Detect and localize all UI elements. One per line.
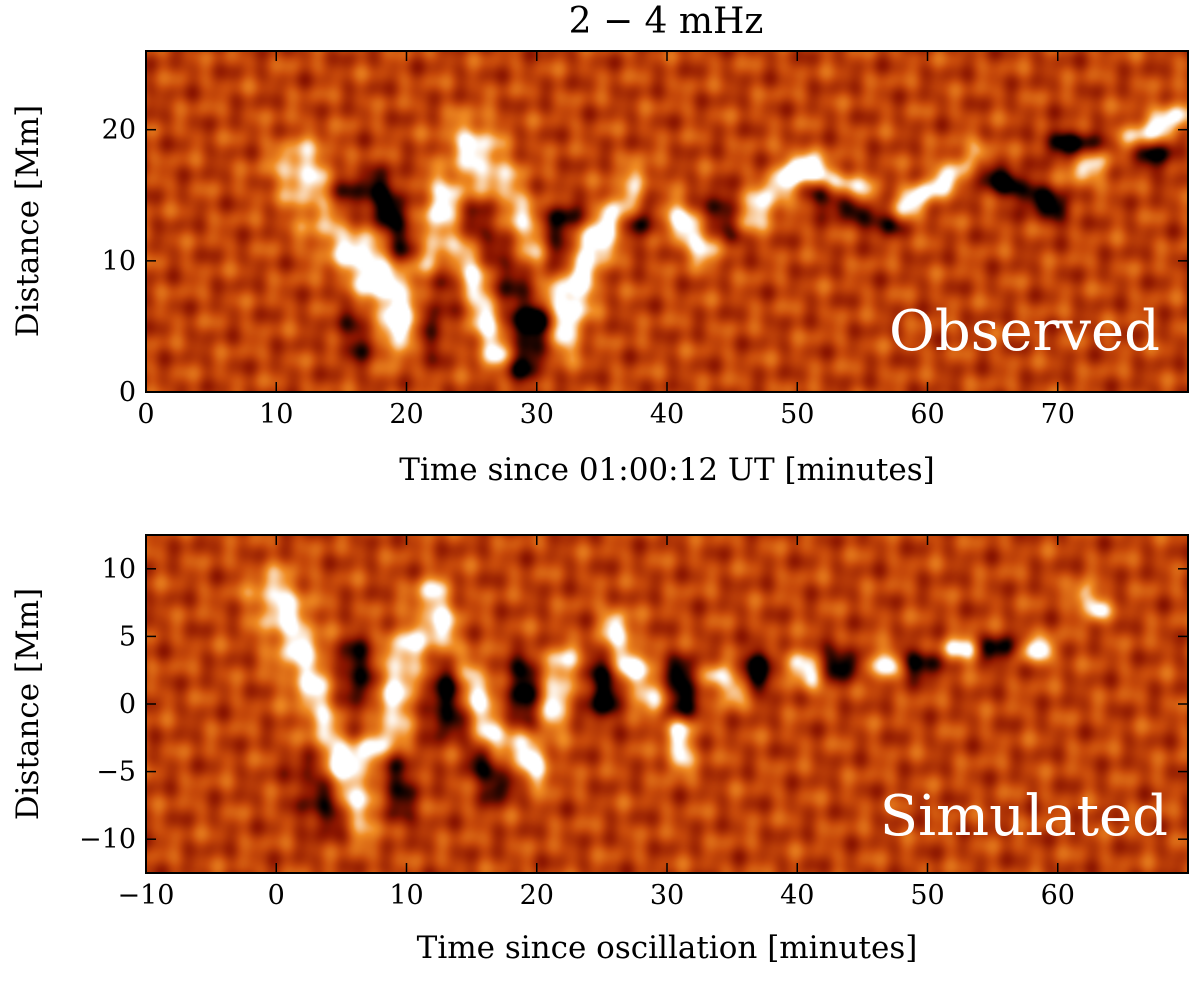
observed-x-ticks: 0 10 20 30 40 50 60 70 (137, 51, 1075, 430)
observed-y-tick-label: 0 (119, 377, 136, 408)
observed-y-ticks: 0 10 20 (102, 115, 1188, 408)
simulated-y-ticks: −10 −5 0 5 10 (79, 554, 1188, 855)
observed-x-tick-label: 60 (910, 399, 944, 430)
simulated-x-tick-label: 50 (910, 880, 944, 911)
simulated-x-tick-label: 40 (780, 880, 814, 911)
simulated-x-tick-label: 30 (650, 880, 684, 911)
simulated-x-tick-label: 60 (1041, 880, 1075, 911)
simulated-y-tick-label: 5 (119, 621, 136, 652)
observed-y-tick-label: 20 (102, 115, 136, 146)
observed-y-axis-label: Distance [Mm] (10, 105, 46, 337)
observed-x-tick-label: 10 (259, 399, 293, 430)
simulated-y-tick-label: 0 (119, 689, 136, 720)
observed-x-axis-label: Time since 01:00:12 UT [minutes] (399, 452, 934, 488)
observed-panel: 0 10 20 30 40 50 60 70 0 10 20 Observed Time sinc… (10, 50, 1189, 488)
observed-x-tick-label: 30 (520, 399, 554, 430)
simulated-y-tick-label: −5 (96, 757, 136, 788)
observed-x-tick-label: 0 (137, 399, 154, 430)
simulated-x-tick-label: 10 (389, 880, 423, 911)
simulated-panel: −10 0 10 20 30 40 50 60 −10 −5 0 5 10 Simulated Tim… (10, 534, 1189, 966)
simulated-y-tick-label: −10 (79, 824, 136, 855)
observed-x-tick-label: 50 (780, 399, 814, 430)
simulated-x-axis-label: Time since oscillation [minutes] (417, 930, 918, 966)
simulated-y-axis-label: Distance [Mm] (10, 588, 46, 820)
simulated-x-tick-label: 0 (268, 880, 285, 911)
figure-title: 2 − 4 mHz (569, 1, 764, 42)
observed-x-tick-label: 70 (1041, 399, 1075, 430)
simulated-panel-label: Simulated (880, 784, 1168, 849)
simulated-x-ticks: −10 0 10 20 30 40 50 60 (118, 535, 1075, 911)
observed-x-tick-label: 20 (389, 399, 423, 430)
observed-x-tick-label: 40 (650, 399, 684, 430)
simulated-heatmap (146, 535, 1188, 873)
simulated-x-tick-label: 20 (520, 880, 554, 911)
simulated-x-tick-label: −10 (118, 880, 175, 911)
simulated-y-tick-label: 10 (102, 554, 136, 585)
observed-heatmap (146, 51, 1188, 392)
observed-y-tick-label: 10 (102, 246, 136, 277)
observed-panel-label: Observed (889, 299, 1160, 364)
